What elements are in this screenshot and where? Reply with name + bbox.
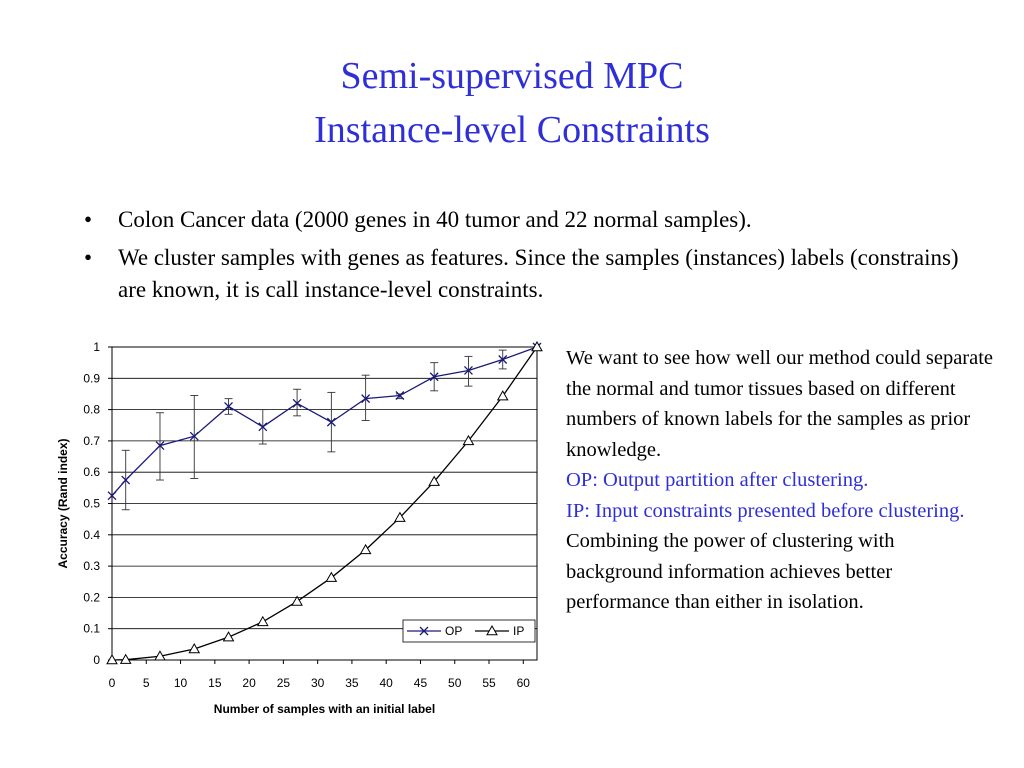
data-point-op: [326, 417, 336, 427]
y-tick-label: 0.1: [83, 622, 100, 636]
y-tick-label: 0.3: [83, 559, 100, 573]
side-explanation: We want to see how well our method could…: [566, 343, 996, 618]
series-line-ip: [111, 346, 538, 661]
data-point-ip: [106, 653, 118, 665]
bullet-item: • We cluster samples with genes as featu…: [84, 242, 984, 306]
legend-marker-op: [419, 626, 429, 636]
data-point-op: [155, 441, 165, 451]
data-point-ip: [291, 595, 303, 606]
accuracy-chart: 00.10.20.30.40.50.60.70.80.910 5 10 15 20 25 3…: [56, 340, 543, 716]
bullet-text: Colon Cancer data (2000 genes in 40 tumo…: [118, 207, 752, 232]
x-tick-label: 50: [448, 676, 462, 690]
data-point-ip: [428, 475, 441, 486]
x-tick-label: 0: [109, 676, 116, 690]
data-point-ip: [222, 631, 235, 642]
y-tick-label: 1: [93, 340, 100, 354]
y-tick-label: 0.4: [83, 528, 100, 542]
bullet-dot: •: [84, 207, 93, 232]
data-point-op: [224, 402, 233, 411]
data-point-ip: [154, 650, 166, 661]
x-tick-label: 25: [277, 676, 291, 690]
data-point-ip: [256, 615, 269, 627]
x-tick-label: 45: [414, 676, 428, 690]
x-tick-label: 5: [143, 676, 150, 690]
y-axis-label: Accuracy (Rand index): [56, 438, 70, 568]
data-point-op: [395, 391, 405, 400]
bullet-list: • Colon Cancer data (2000 genes in 40 tu…: [84, 204, 984, 312]
y-tick-label: 0.5: [83, 497, 100, 511]
series-line-op: [111, 346, 538, 497]
data-point-op: [292, 398, 302, 408]
y-tick-label: 0.6: [83, 465, 100, 479]
legend-marker-ip: [486, 624, 498, 636]
data-point-op: [107, 491, 117, 501]
x-tick-label: 35: [345, 676, 359, 690]
data-point-ip: [325, 571, 338, 582]
data-point-ip: [394, 511, 406, 522]
data-point-op: [463, 366, 473, 375]
x-tick-label: 15: [208, 676, 222, 690]
data-point-op: [121, 475, 131, 485]
data-point-ip: [119, 653, 132, 664]
data-point-op: [498, 355, 508, 364]
side-intro: We want to see how well our method could…: [566, 347, 994, 461]
legend-label-ip: IP: [513, 624, 524, 638]
x-tick-label: 55: [482, 676, 496, 690]
y-tick-label: 0.9: [83, 371, 100, 385]
x-tick-label: 30: [311, 676, 325, 690]
ip-definition: IP: Input constraints presented before c…: [566, 499, 965, 522]
bullet-item: • Colon Cancer data (2000 genes in 40 tu…: [84, 204, 984, 236]
data-point-op: [189, 431, 199, 441]
bullet-text: We cluster samples with genes as feature…: [118, 245, 959, 302]
data-point-op: [429, 372, 439, 382]
x-tick-label: 60: [517, 676, 531, 690]
op-definition: OP: Output partition after clustering.: [566, 469, 869, 491]
data-point-ip: [188, 643, 201, 654]
y-tick-label: 0: [93, 653, 100, 667]
bullet-dot: •: [84, 245, 93, 270]
data-point-ip: [531, 340, 543, 352]
data-point-op: [361, 394, 371, 404]
x-tick-label: 20: [242, 676, 256, 690]
x-tick-label: 40: [380, 676, 394, 690]
data-point-ip: [462, 434, 475, 446]
legend-label-op: OP: [445, 624, 462, 638]
legend-box: [402, 619, 536, 643]
y-tick-label: 0.7: [83, 434, 100, 448]
y-tick-label: 0.8: [83, 403, 100, 417]
data-point-ip: [359, 543, 372, 555]
data-point-op: [258, 422, 268, 432]
x-tick-label: 10: [174, 676, 188, 690]
slide-title-line1: Semi-supervised MPC: [340, 55, 684, 97]
slide-title-line2: Instance-level Constraints: [314, 109, 710, 151]
x-axis-label: Number of samples with an initial label: [214, 702, 435, 716]
y-tick-label: 0.2: [83, 590, 100, 604]
data-point-ip: [496, 390, 509, 401]
side-conclusion: Combining the power of clustering with b…: [566, 530, 895, 613]
